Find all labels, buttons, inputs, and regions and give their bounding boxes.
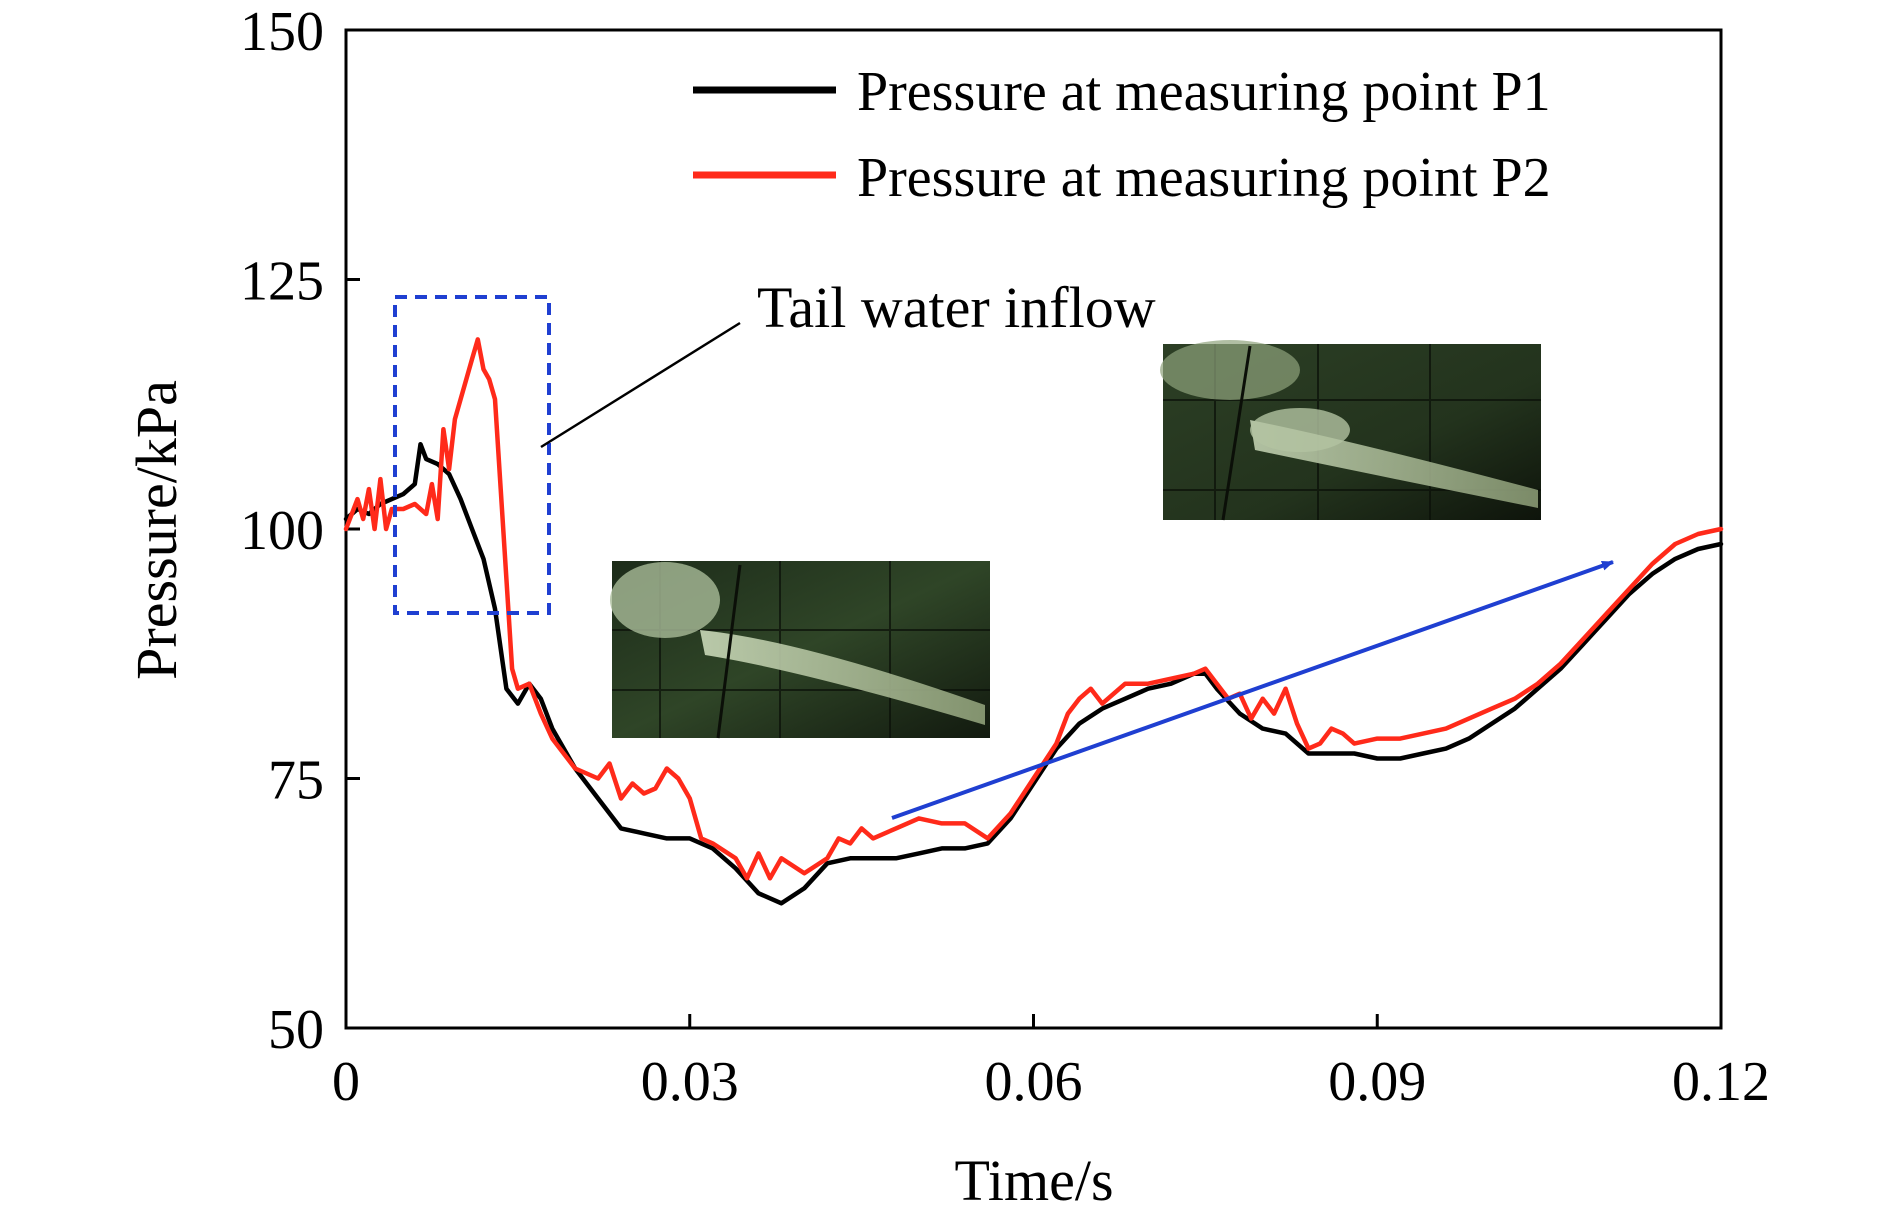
trend-arrow (891, 560, 1614, 820)
series-line-p2 (343, 337, 1724, 881)
annotation-leader-line (540, 321, 741, 449)
legend: Pressure at measuring point P1 Pressure … (693, 61, 1551, 209)
tail-water-highlight-box (393, 295, 551, 615)
x-tick-label: 0.12 (1672, 1051, 1770, 1113)
legend-label-p2: Pressure at measuring point P2 (857, 147, 1551, 209)
x-axis-title: Time/s (954, 1148, 1113, 1213)
inset-photo-jet-1 (610, 561, 990, 739)
y-axis-title: Pressure/kPa (124, 380, 189, 680)
y-tick-label: 150 (240, 1, 324, 63)
series-line-p1 (343, 441, 1724, 906)
x-axis: 0 0.03 0.06 0.09 0.12 (332, 1014, 1770, 1113)
series-layer (343, 337, 1724, 906)
y-tick-label: 100 (240, 500, 324, 562)
y-tick-label: 50 (268, 999, 324, 1061)
x-tick-label: 0.09 (1328, 1051, 1426, 1113)
y-tick-label: 125 (240, 251, 324, 313)
x-tick-label: 0 (332, 1051, 360, 1113)
x-tick-label: 0.06 (985, 1051, 1083, 1113)
y-tick-label: 75 (268, 750, 324, 812)
legend-label-p1: Pressure at measuring point P1 (857, 61, 1551, 123)
inset-photo-jet-2 (1160, 340, 1541, 521)
x-tick-label: 0.03 (641, 1051, 739, 1113)
y-axis: 50 75 100 125 150 (240, 1, 360, 1061)
annotation-tail-water-inflow: Tail water inflow (757, 275, 1156, 340)
